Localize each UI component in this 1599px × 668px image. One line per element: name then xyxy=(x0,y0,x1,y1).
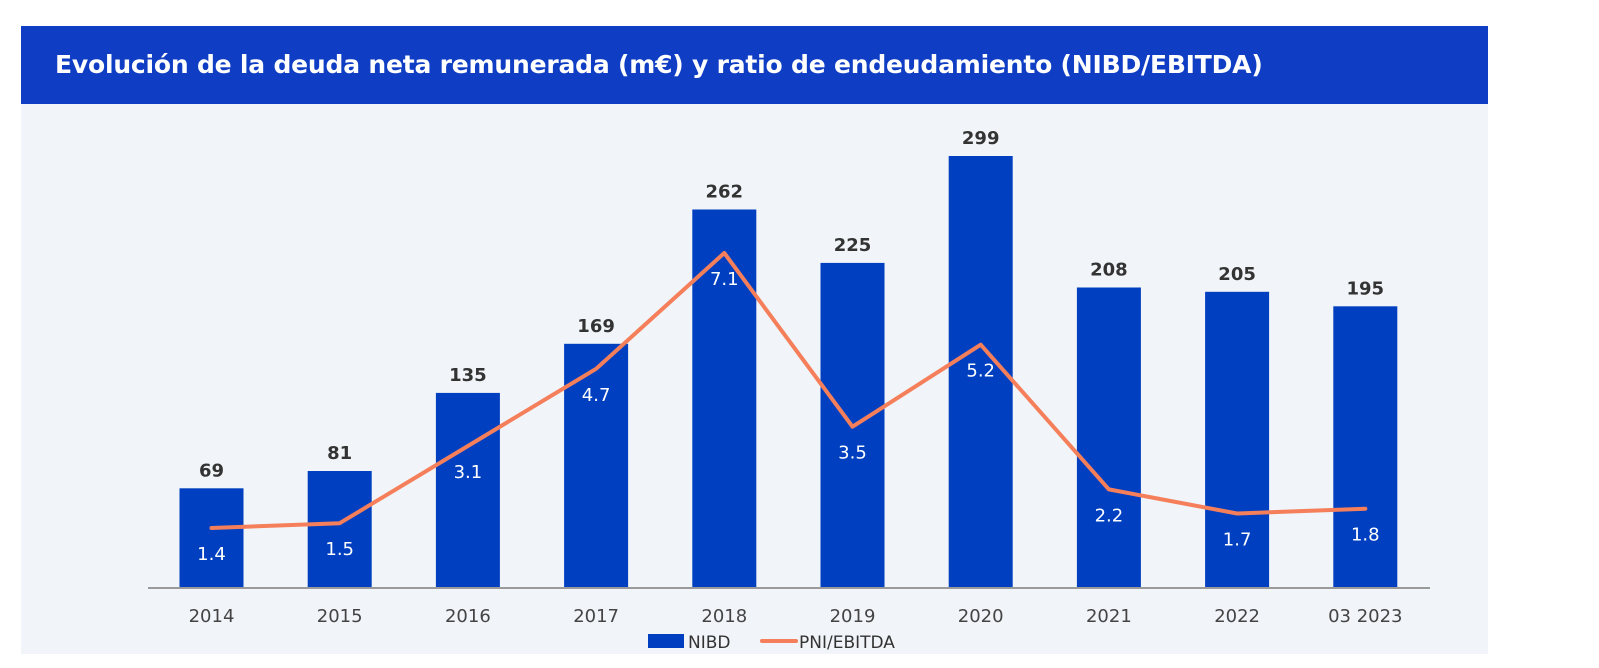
x-tick-label: 2018 xyxy=(701,606,747,627)
ratio-label: 1.8 xyxy=(1351,525,1380,546)
x-tick-label: 2021 xyxy=(1086,606,1132,627)
ratio-label: 1.4 xyxy=(197,544,226,565)
x-tick-label: 2016 xyxy=(445,606,491,627)
x-tick-label: 2014 xyxy=(189,606,235,627)
x-tick-labels: 2014 2015 2016 2017 2018 2019 2020 2021 2022 03 2… xyxy=(189,606,1403,627)
ratio-line xyxy=(209,251,1368,530)
legend-label-nibd: NIBD xyxy=(688,633,730,653)
legend-label-ratio: PNI/EBITDA xyxy=(799,633,895,653)
bar-2014 xyxy=(179,488,244,588)
ratio-label: 1.7 xyxy=(1223,530,1252,551)
ratio-label: 5.2 xyxy=(966,361,995,382)
bar-2020 xyxy=(948,156,1013,588)
bars-layer xyxy=(179,156,1398,588)
bar-value-label: 225 xyxy=(834,235,872,256)
x-tick-label: 2017 xyxy=(573,606,619,627)
bar-2018 xyxy=(692,209,757,588)
ratio-labels: 1.4 1.5 3.1 4.7 7.1 3.5 5.2 2.2 1.7 1.8 xyxy=(197,269,1379,565)
bar-03-2023 xyxy=(1333,306,1398,588)
bar-value-label: 299 xyxy=(962,128,1000,149)
ratio-label: 3.1 xyxy=(454,462,483,483)
ratio-label: 3.5 xyxy=(838,443,867,464)
bar-value-label: 81 xyxy=(327,443,352,464)
x-tick-label: 2015 xyxy=(317,606,363,627)
legend-swatch-nibd xyxy=(648,634,684,648)
bar-2022 xyxy=(1205,291,1270,588)
bar-value-label: 69 xyxy=(199,460,224,481)
bar-2021 xyxy=(1076,287,1141,588)
bar-value-label: 205 xyxy=(1218,264,1256,285)
bar-2015 xyxy=(307,471,372,588)
x-tick-label: 2020 xyxy=(958,606,1004,627)
x-tick-label: 03 2023 xyxy=(1328,606,1402,627)
ratio-label: 7.1 xyxy=(710,269,739,290)
bar-value-label: 169 xyxy=(577,316,615,337)
bar-2017 xyxy=(564,343,629,588)
ratio-label: 4.7 xyxy=(582,385,611,406)
bar-2016 xyxy=(435,392,500,588)
chart-header: Evolución de la deuda neta remunerada (m… xyxy=(21,26,1488,104)
bar-value-label: 208 xyxy=(1090,260,1128,281)
ratio-label: 1.5 xyxy=(325,539,354,560)
ratio-label: 2.2 xyxy=(1095,505,1124,526)
x-tick-label: 2019 xyxy=(830,606,876,627)
bar-value-label: 135 xyxy=(449,365,487,386)
bar-value-label: 262 xyxy=(706,182,744,203)
chart-title: Evolución de la deuda neta remunerada (m… xyxy=(55,50,1263,79)
bar-value-label: 195 xyxy=(1347,278,1385,299)
legend: NIBD PNI/EBITDA xyxy=(648,633,895,653)
bar-value-labels: 69 81 135 169 262 225 299 208 205 195 xyxy=(199,128,1384,481)
x-tick-label: 2022 xyxy=(1214,606,1260,627)
